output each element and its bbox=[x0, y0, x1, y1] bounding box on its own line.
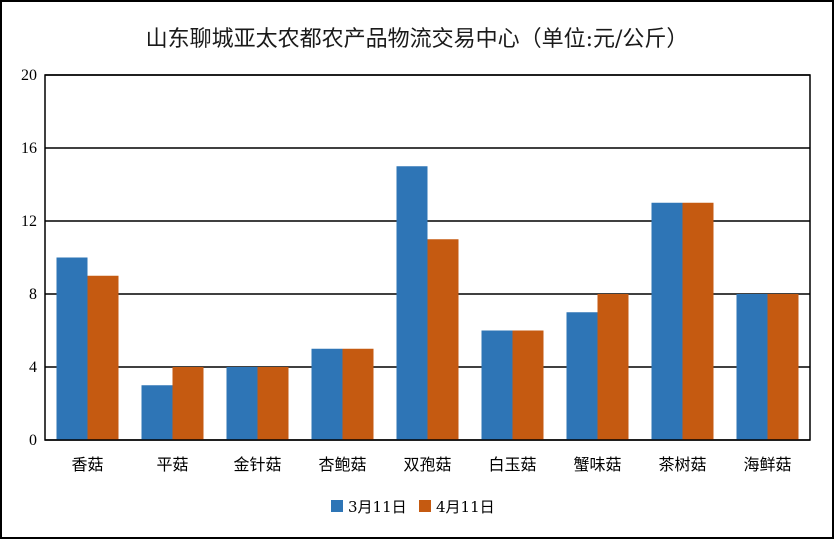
bars bbox=[56, 166, 799, 440]
bar-3月11日-海鲜菇 bbox=[736, 294, 768, 440]
bar-4月11日-海鲜菇 bbox=[767, 294, 799, 440]
y-axis-tick-labels: 0 4 8 12 16 20 bbox=[21, 67, 37, 449]
plot-area-border bbox=[44, 74, 811, 441]
legend-swatch-series-2 bbox=[419, 500, 431, 512]
x-tick-label-白玉菇: 白玉菇 bbox=[488, 455, 536, 474]
y-tick-label-4: 4 bbox=[29, 359, 37, 376]
bar-3月11日-香菇 bbox=[56, 257, 88, 440]
legend-label-series-2: 4月11日 bbox=[436, 498, 495, 516]
bar-3月11日-蟹味菇 bbox=[566, 312, 598, 440]
bar-4月11日-蟹味菇 bbox=[597, 294, 629, 440]
bar-3月11日-白玉菇 bbox=[481, 330, 513, 440]
y-tick-label-8: 8 bbox=[29, 286, 37, 303]
y-tick-label-0: 0 bbox=[29, 432, 37, 449]
bar-4月11日-金针菇 bbox=[257, 367, 289, 440]
bar-4月11日-杏鲍菇 bbox=[342, 348, 374, 440]
legend-label-series-1: 3月11日 bbox=[348, 498, 407, 516]
x-tick-label-香菇: 香菇 bbox=[71, 455, 103, 474]
legend: 3月11日 4月11日 bbox=[331, 498, 495, 516]
x-tick-label-蟹味菇: 蟹味菇 bbox=[573, 455, 621, 474]
y-tick-label-20: 20 bbox=[21, 67, 37, 84]
x-tick-label-茶树菇: 茶树菇 bbox=[658, 455, 706, 474]
y-tick-label-16: 16 bbox=[21, 140, 37, 157]
x-tick-label-杏鲍菇: 杏鲍菇 bbox=[318, 455, 366, 474]
bar-4月11日-双孢菇 bbox=[427, 239, 459, 440]
bar-4月11日-香菇 bbox=[87, 275, 119, 440]
y-tick-label-12: 12 bbox=[21, 213, 37, 230]
x-tick-label-平菇: 平菇 bbox=[156, 455, 188, 474]
bar-4月11日-平菇 bbox=[172, 367, 204, 440]
x-axis-category-labels: 香菇 平菇 金针菇 杏鲍菇 双孢菇 白玉菇 蟹味菇 茶树菇 海鲜菇 bbox=[71, 455, 791, 474]
bar-3月11日-双孢菇 bbox=[396, 166, 428, 440]
x-tick-label-海鲜菇: 海鲜菇 bbox=[743, 455, 791, 474]
bar-3月11日-平菇 bbox=[141, 385, 173, 440]
bar-4月11日-白玉菇 bbox=[512, 330, 544, 440]
x-tick-label-金针菇: 金针菇 bbox=[233, 455, 281, 474]
bar-3月11日-金针菇 bbox=[226, 367, 258, 440]
legend-swatch-series-1 bbox=[331, 500, 343, 512]
x-tick-label-双孢菇: 双孢菇 bbox=[403, 455, 451, 474]
bar-3月11日-杏鲍菇 bbox=[311, 348, 343, 440]
chart-title: 山东聊城亚太农都农产品物流交易中心（单位:元/公斤） bbox=[146, 27, 689, 52]
bar-4月11日-茶树菇 bbox=[682, 202, 714, 440]
bar-3月11日-茶树菇 bbox=[651, 202, 683, 440]
